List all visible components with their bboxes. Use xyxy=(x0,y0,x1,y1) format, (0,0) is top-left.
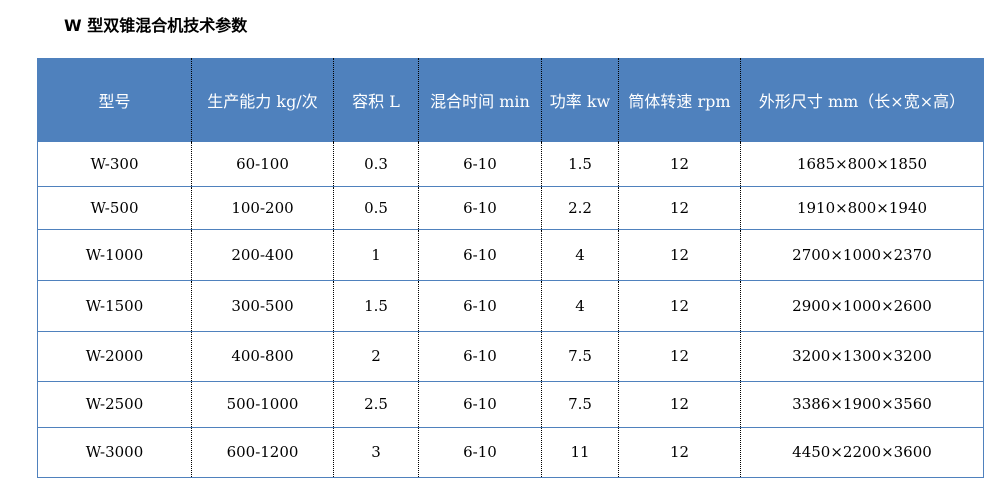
table-cell: 6-10 xyxy=(418,280,542,332)
table-cell: 12 xyxy=(618,427,741,478)
table-cell: 12 xyxy=(618,381,741,428)
table-cell: 6-10 xyxy=(418,331,542,382)
table-cell: 6-10 xyxy=(418,381,542,428)
table-cell: W-3000 xyxy=(37,427,192,478)
column-header: 筒体转速 rpm xyxy=(618,58,741,142)
table-cell: 0.3 xyxy=(333,142,419,187)
table-cell: 3200×1300×3200 xyxy=(740,331,984,382)
table-cell: 1 xyxy=(333,229,419,281)
table-cell: 0.5 xyxy=(333,186,419,230)
table-row: W-3000 600-1200 3 6-10 11 12 4450×2200×3600 xyxy=(37,427,984,478)
table-cell: 400-800 xyxy=(191,331,334,382)
table-cell: 200-400 xyxy=(191,229,334,281)
table-cell: 1.5 xyxy=(333,280,419,332)
table-cell: 3 xyxy=(333,427,419,478)
table-cell: 2.5 xyxy=(333,381,419,428)
table-cell: 60-100 xyxy=(191,142,334,187)
table-cell: 500-1000 xyxy=(191,381,334,428)
table-cell: 300-500 xyxy=(191,280,334,332)
page-title: W 型双锥混合机技术参数 xyxy=(64,16,248,35)
table-cell: 4450×2200×3600 xyxy=(740,427,984,478)
table-cell: 12 xyxy=(618,280,741,332)
spec-table: 型号 生产能力 kg/次 容积 L 混合时间 min 功率 kw 筒体转速 rpm 外形尺寸… xyxy=(37,58,984,478)
table-row: W-1500 300-500 1.5 6-10 4 12 2900×1000×2600 xyxy=(37,280,984,332)
table-cell: 1685×800×1850 xyxy=(740,142,984,187)
table-cell: W-2500 xyxy=(37,381,192,428)
table-cell: W-500 xyxy=(37,186,192,230)
table-cell: 2 xyxy=(333,331,419,382)
table-row: W-2000 400-800 2 6-10 7.5 12 3200×1300×3200 xyxy=(37,331,984,382)
table-cell: 7.5 xyxy=(541,381,619,428)
table-cell: 4 xyxy=(541,280,619,332)
table-cell: W-2000 xyxy=(37,331,192,382)
table-cell: 4 xyxy=(541,229,619,281)
table-row: W-500 100-200 0.5 6-10 2.2 12 1910×800×1940 xyxy=(37,186,984,230)
table-cell: 600-1200 xyxy=(191,427,334,478)
column-header: 型号 xyxy=(37,58,192,142)
table-cell: 6-10 xyxy=(418,229,542,281)
column-header: 容积 L xyxy=(333,58,419,142)
table-cell: 12 xyxy=(618,142,741,187)
table-cell: 12 xyxy=(618,331,741,382)
table-cell: 7.5 xyxy=(541,331,619,382)
table-cell: 11 xyxy=(541,427,619,478)
table-cell: 2.2 xyxy=(541,186,619,230)
table-row: W-2500 500-1000 2.5 6-10 7.5 12 3386×1900×3560 xyxy=(37,381,984,428)
table-row: W-1000 200-400 1 6-10 4 12 2700×1000×2370 xyxy=(37,229,984,281)
table-cell: 2900×1000×2600 xyxy=(740,280,984,332)
table-cell: 1.5 xyxy=(541,142,619,187)
table-cell: 2700×1000×2370 xyxy=(740,229,984,281)
column-header: 外形尺寸 mm（长×宽×高） xyxy=(740,58,984,142)
header-row: 型号 生产能力 kg/次 容积 L 混合时间 min 功率 kw 筒体转速 rpm 外形尺寸… xyxy=(37,58,984,142)
table-cell: 12 xyxy=(618,229,741,281)
table-cell: 6-10 xyxy=(418,427,542,478)
table-cell: W-300 xyxy=(37,142,192,187)
table-cell: W-1500 xyxy=(37,280,192,332)
column-header: 功率 kw xyxy=(541,58,619,142)
table-cell: W-1000 xyxy=(37,229,192,281)
table-cell: 3386×1900×3560 xyxy=(740,381,984,428)
table-cell: 6-10 xyxy=(418,186,542,230)
table-cell: 100-200 xyxy=(191,186,334,230)
table-cell: 12 xyxy=(618,186,741,230)
column-header: 混合时间 min xyxy=(418,58,542,142)
table-cell: 6-10 xyxy=(418,142,542,187)
column-header: 生产能力 kg/次 xyxy=(191,58,334,142)
table-cell: 1910×800×1940 xyxy=(740,186,984,230)
table-row: W-300 60-100 0.3 6-10 1.5 12 1685×800×1850 xyxy=(37,142,984,187)
